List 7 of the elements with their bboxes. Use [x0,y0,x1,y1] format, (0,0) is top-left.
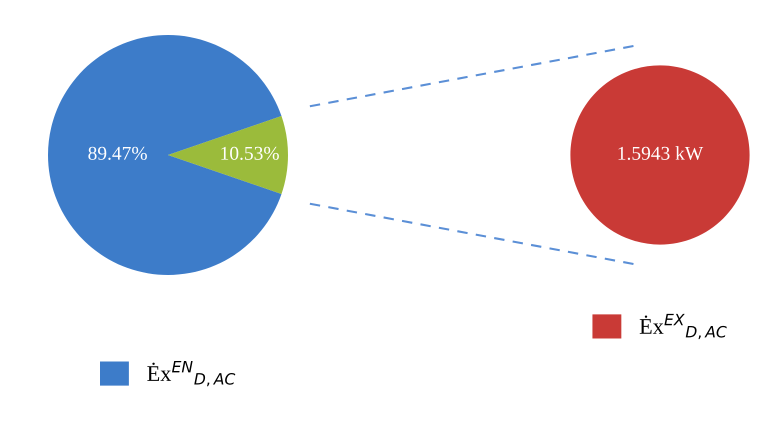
data-label: 1.5943 kW [618,146,704,160]
legend-label: Ėx$^{EN}$$_{D,AC}$ [147,361,236,386]
pie-slice [168,116,288,194]
legend-label: Ėx$^{EX}$$_{D,AC}$ [640,314,727,340]
data-label: 10.53% [221,146,279,160]
pie-slice [48,35,282,275]
data-label: 89.47% [88,146,147,160]
